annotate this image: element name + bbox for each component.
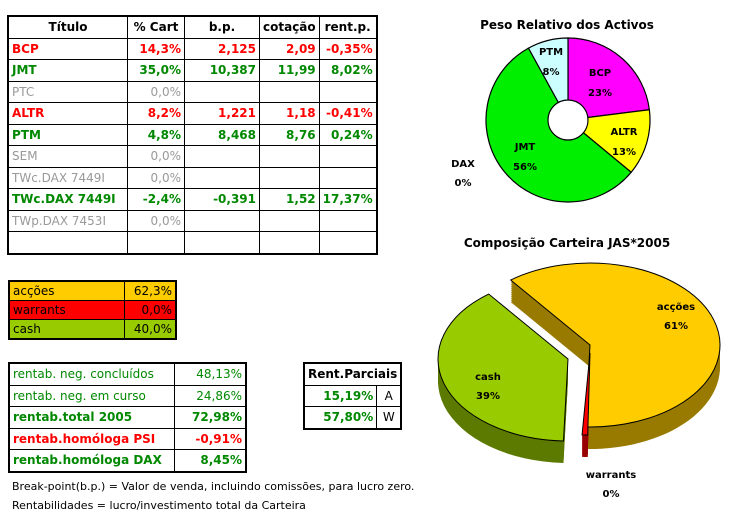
pie-composition: acções 61% cash 39% warrants 0% (437, 262, 721, 500)
partial-value: 57,80% (303, 406, 378, 429)
cell-titulo: JMT (7, 59, 128, 82)
slice-value: 23% (588, 88, 612, 99)
returns-row: rentab. neg. em curso 24,86% (8, 384, 247, 407)
table-row: JMT 35,0% 10,387 11,99 8,02% (7, 59, 378, 82)
cell-cotacao (259, 80, 320, 103)
col-bp: b.p. (184, 15, 260, 39)
cell-bp (184, 80, 260, 103)
slice-value: 56% (513, 162, 537, 173)
allocation-value: 62,3% (124, 280, 177, 301)
cell-cotacao: 8,76 (259, 123, 320, 146)
slice-value: 0% (455, 178, 472, 189)
note-breakpoint: Break-point(b.p.) = Valor de venda, incl… (12, 480, 415, 493)
returns-value: 48,13% (174, 362, 247, 386)
slice-label: cash (475, 372, 501, 383)
returns-value: 8,45% (174, 449, 247, 472)
slice-label: warrants (586, 470, 636, 481)
returns-table: rentab. neg. concluídos 48,13% rentab. neg… (8, 362, 247, 473)
slice-cash (437, 293, 569, 442)
table-row: BCP 14,3% 2,125 2,09 -0,35% (7, 37, 378, 60)
returns-row: rentab. neg. concluídos 48,13% (8, 362, 247, 386)
chart2-title: Composição Carteira JAS*2005 (464, 236, 670, 250)
cell-rent (318, 231, 378, 254)
chart1-title: Peso Relativo dos Activos (480, 18, 654, 32)
cell-bp (184, 231, 260, 254)
slice-label: JMT (514, 142, 536, 153)
partial-returns-table: Rent.Parciais 15,19% A 57,80% W (303, 362, 403, 430)
header-row: Título % Cart b.p. cotação rent.p. (7, 15, 378, 39)
returns-label: rentab. neg. concluídos (8, 362, 175, 386)
table-row: SEM 0,0% (7, 145, 378, 168)
slice-bcp (567, 37, 651, 121)
allocation-value: 40,0% (124, 319, 177, 340)
slice-label: ALTR (611, 127, 638, 138)
cell-cotacao: 1,18 (259, 102, 320, 125)
allocation-row: cash 40,0% (8, 319, 177, 340)
partial-title: Rent.Parciais (303, 362, 402, 386)
portfolio-table: Título % Cart b.p. cotação rent.p. BCP 14… (7, 15, 378, 255)
returns-row: rentab.homóloga PSI -0,91% (8, 427, 247, 450)
slice-value: 39% (476, 391, 500, 402)
cell-bp: 10,387 (184, 59, 260, 82)
slice-warrants (581, 352, 591, 436)
allocation-label: cash (8, 319, 125, 340)
cell-rent: -0,41% (318, 102, 378, 125)
cell-rent (318, 80, 378, 103)
cell-cotacao: 11,99 (259, 59, 320, 82)
allocation-label: acções (8, 280, 125, 301)
cell-titulo: ALTR (7, 102, 128, 125)
slice-label: BCP (589, 68, 611, 79)
donut-hole (547, 99, 589, 141)
cell-cart: 0,0% (127, 209, 185, 232)
slice-ptm (527, 37, 569, 121)
cell-rent: -0,35% (318, 37, 378, 60)
returns-value: 72,98% (174, 406, 247, 429)
cell-cotacao (259, 231, 320, 254)
returns-label: rentab.homóloga PSI (8, 427, 175, 450)
returns-label: rentab. neg. em curso (8, 384, 175, 407)
returns-value: 24,86% (174, 384, 247, 407)
cell-titulo: PTC (7, 80, 128, 103)
allocation-value: 0,0% (124, 300, 177, 320)
table-row: PTC 0,0% (7, 80, 378, 103)
cell-bp: 1,221 (184, 102, 260, 125)
col-cart: % Cart (127, 15, 185, 39)
slice-value: 61% (664, 321, 688, 332)
slice-label: acções (657, 302, 695, 313)
table-row: ALTR 8,2% 1,221 1,18 -0,41% (7, 102, 378, 125)
returns-label: rentab.homóloga DAX (8, 449, 175, 472)
slice-value: 0% (603, 489, 620, 500)
allocation-row: warrants 0,0% (8, 300, 177, 320)
cell-cart: 0,0% (127, 166, 185, 189)
cell-cart: 0,0% (127, 80, 185, 103)
col-titulo: Título (7, 15, 128, 39)
returns-value: -0,91% (174, 427, 247, 450)
slice-label: PTM (539, 47, 563, 58)
table-row (7, 231, 378, 254)
table-row: TWp.DAX 7453I 0,0% (7, 209, 378, 232)
cell-cart: 35,0% (127, 59, 185, 82)
returns-row: rentab.total 2005 72,98% (8, 406, 247, 429)
col-cotacao: cotação (259, 15, 320, 39)
cell-cart: -2,4% (127, 188, 185, 211)
allocation-row: acções 62,3% (8, 280, 177, 301)
note-rentabilidades: Rentabilidades = lucro/investimento tota… (12, 499, 306, 512)
col-rent: rent.p. (318, 15, 378, 39)
cell-cotacao: 1,52 (259, 188, 320, 211)
partial-type: W (376, 406, 402, 429)
returns-row: rentab.homóloga DAX 8,45% (8, 449, 247, 472)
returns-label: rentab.total 2005 (8, 406, 175, 429)
slice-value: 8% (543, 67, 560, 78)
cell-titulo: TWc.DAX 7449I (7, 166, 128, 189)
slice-label: DAX (451, 159, 475, 170)
slice-acções (509, 262, 721, 428)
slice-value: 13% (612, 147, 636, 158)
allocation-table: acções 62,3% warrants 0,0% cash 40,0% (8, 280, 177, 340)
pie-relative-weight: BCP 23% ALTR 13% JMT 56% PTM 8% DAX 0% (451, 37, 651, 203)
allocation-label: warrants (8, 300, 125, 320)
cell-rent: 8,02% (318, 59, 378, 82)
table-row: TWc.DAX 7449I -2,4% -0,391 1,52 17,37% (7, 188, 378, 211)
